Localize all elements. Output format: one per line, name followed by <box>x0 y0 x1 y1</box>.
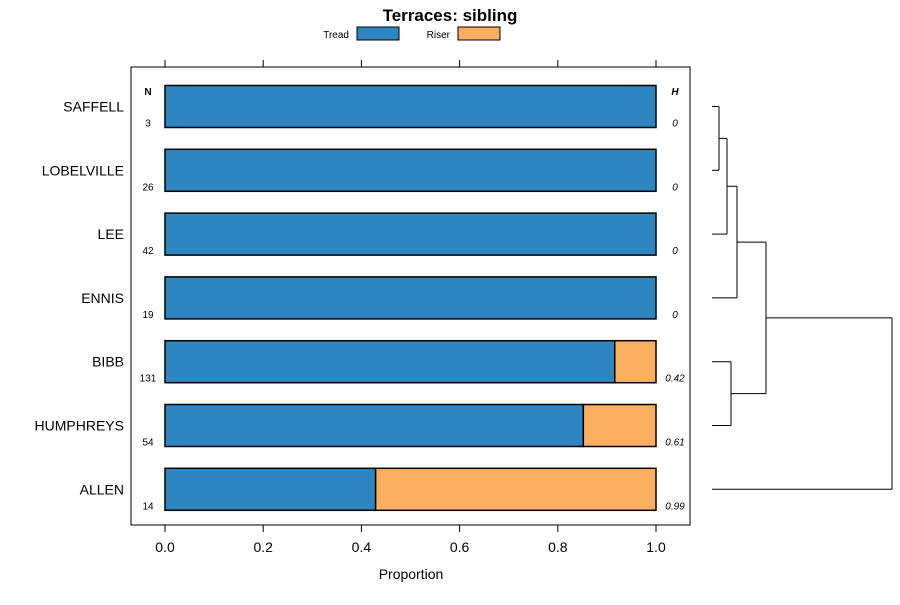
x-axis: 0.0 0.2 0.4 0.6 0.8 1.0 <box>155 60 666 555</box>
category-label: ALLEN <box>80 481 124 497</box>
dendrogram <box>712 106 893 490</box>
n-column-header: N <box>144 87 151 98</box>
x-tick-label: 0.2 <box>253 539 273 555</box>
bar-segment-tread <box>164 403 585 448</box>
bar-segment-tread <box>164 84 657 129</box>
h-value: 0.61 <box>665 438 684 449</box>
bar-segment-tread <box>164 339 616 384</box>
category-label: SAFFELL <box>63 99 124 115</box>
legend: Tread Riser <box>323 26 501 41</box>
n-value: 14 <box>142 501 154 512</box>
chart-title: Terraces: sibling <box>383 6 518 25</box>
n-value: 42 <box>142 246 154 257</box>
bars-group: SAFFELL 3 0 LOBELVILLE 26 0 LEE 42 0 ENNIS 19 0 BIBB… <box>35 84 685 512</box>
bar-segment-riser <box>614 339 657 384</box>
bar-segment-tread <box>164 148 657 193</box>
h-value: 0 <box>672 182 678 193</box>
bar-segment-tread <box>164 212 657 256</box>
bar-segment-tread <box>164 467 377 512</box>
h-column-header: H <box>671 87 679 98</box>
h-value: 0.99 <box>665 501 685 512</box>
x-tick-label: 0.6 <box>450 539 470 555</box>
n-value: 26 <box>142 182 154 193</box>
legend-swatch-riser <box>457 26 501 41</box>
h-value: 0 <box>672 246 678 257</box>
category-label: BIBB <box>92 354 124 370</box>
plot-frame <box>130 66 691 526</box>
n-value: 131 <box>140 374 157 385</box>
bar-segment-riser <box>582 403 657 448</box>
x-tick-label: 0.8 <box>548 539 568 555</box>
x-tick-label: 1.0 <box>646 539 666 555</box>
x-axis-label: Proportion <box>379 566 444 582</box>
legend-swatch-tread <box>356 26 400 41</box>
n-value: 54 <box>142 438 154 449</box>
bar-segment-tread <box>164 276 657 320</box>
h-value: 0.42 <box>665 374 685 385</box>
h-value: 0 <box>672 119 678 130</box>
n-value: 3 <box>145 119 151 130</box>
category-label: ENNIS <box>81 290 124 306</box>
legend-label-tread: Tread <box>323 30 349 41</box>
category-label: HUMPHREYS <box>35 418 124 434</box>
category-label: LEE <box>98 226 124 242</box>
x-tick-label: 0.4 <box>352 539 372 555</box>
legend-label-riser: Riser <box>427 30 451 41</box>
category-label: LOBELVILLE <box>42 162 124 178</box>
h-value: 0 <box>672 310 678 321</box>
n-value: 19 <box>142 310 154 321</box>
x-tick-label: 0.0 <box>155 539 175 555</box>
bar-segment-riser <box>374 467 657 512</box>
